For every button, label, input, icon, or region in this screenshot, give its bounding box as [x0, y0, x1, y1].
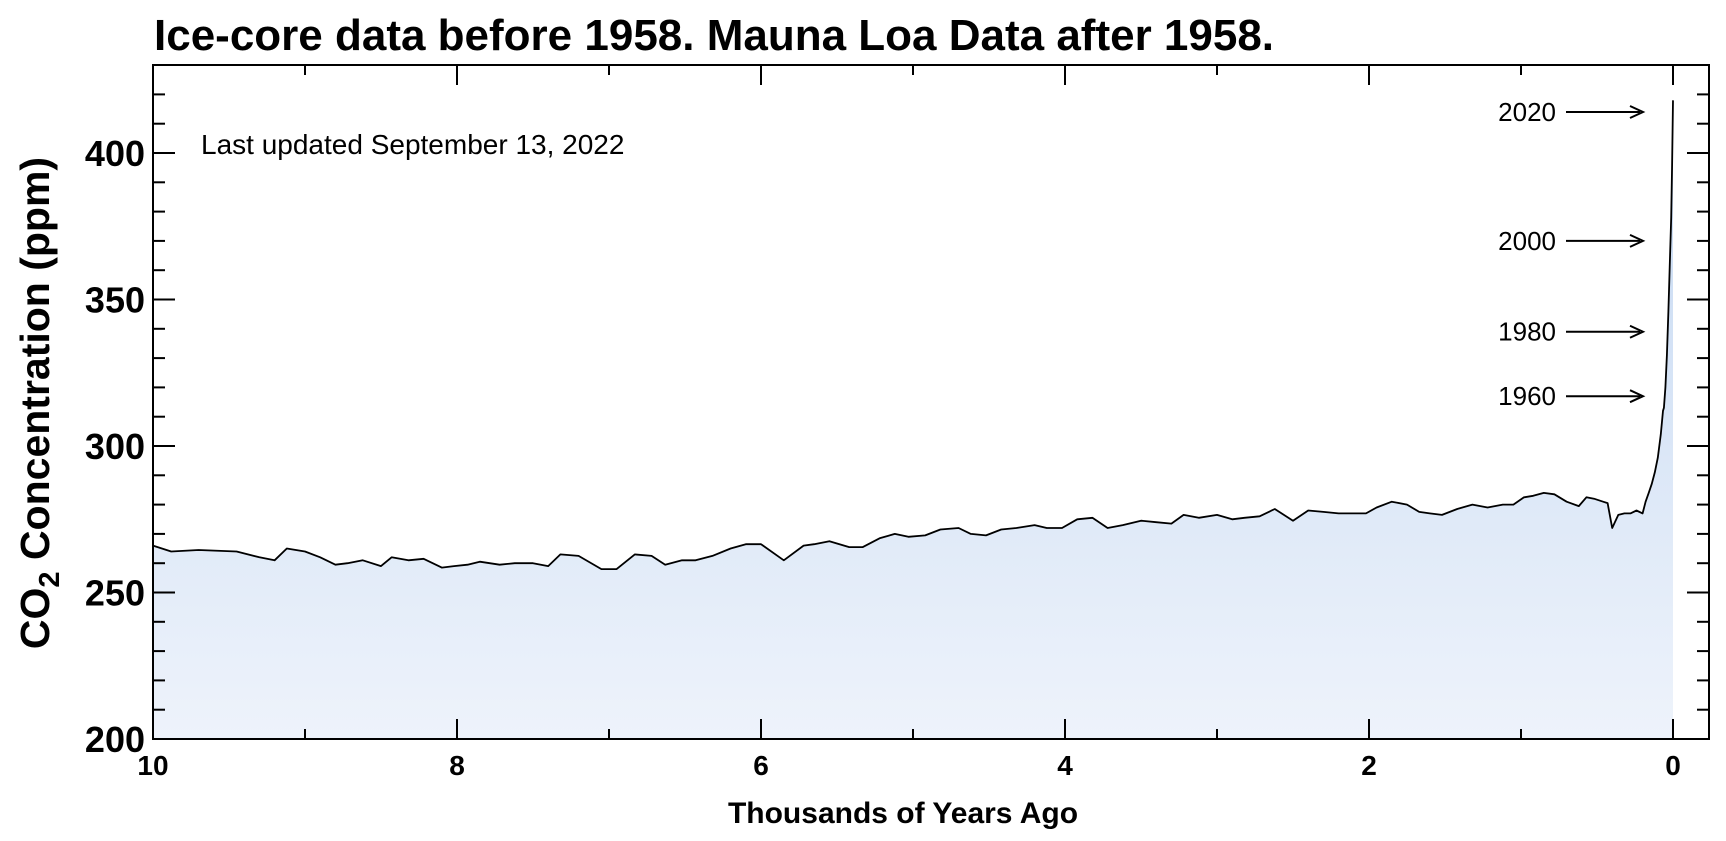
year-annotation: 1960: [1498, 381, 1646, 411]
y-tick-label: 250: [85, 573, 145, 614]
plot-frame: [152, 64, 1710, 740]
y-tick-label: 400: [85, 133, 145, 174]
x-tick-label: 8: [449, 750, 465, 781]
year-annotation: 1980: [1498, 317, 1646, 347]
annotation-arrow-head: [1629, 233, 1646, 248]
year-annotation-label: 2000: [1498, 226, 1556, 256]
x-tick-label: 6: [753, 750, 769, 781]
y-tick-label: 200: [85, 719, 145, 760]
year-annotation-label: 1980: [1498, 317, 1556, 347]
x-tick-label: 2: [1361, 750, 1377, 781]
x-axis-label: Thousands of Years Ago: [728, 797, 1078, 830]
x-tick-label: 10: [137, 750, 168, 781]
y-tick-label: 300: [85, 426, 145, 467]
annotation-arrow-head: [1629, 324, 1646, 339]
annotation-arrow-head: [1629, 389, 1646, 404]
y-tick-label: 350: [85, 280, 145, 321]
annotation-arrow-head: [1629, 105, 1646, 119]
year-annotation-label: 1960: [1498, 381, 1556, 411]
year-annotation-label: 2020: [1498, 97, 1556, 127]
y-axis-label: CO2 Concentration (ppm): [12, 157, 66, 649]
co2-area-fill: [153, 100, 1673, 740]
year-annotation: 2000: [1498, 226, 1646, 256]
chart-title: Ice-core data before 1958. Mauna Loa Dat…: [154, 11, 1274, 60]
x-tick-label: 0: [1665, 750, 1681, 781]
co2-series-line: [152, 100, 1674, 570]
x-tick-label: 4: [1057, 750, 1073, 781]
update-note: Last updated September 13, 2022: [201, 129, 624, 160]
year-annotation: 2020: [1498, 97, 1646, 127]
